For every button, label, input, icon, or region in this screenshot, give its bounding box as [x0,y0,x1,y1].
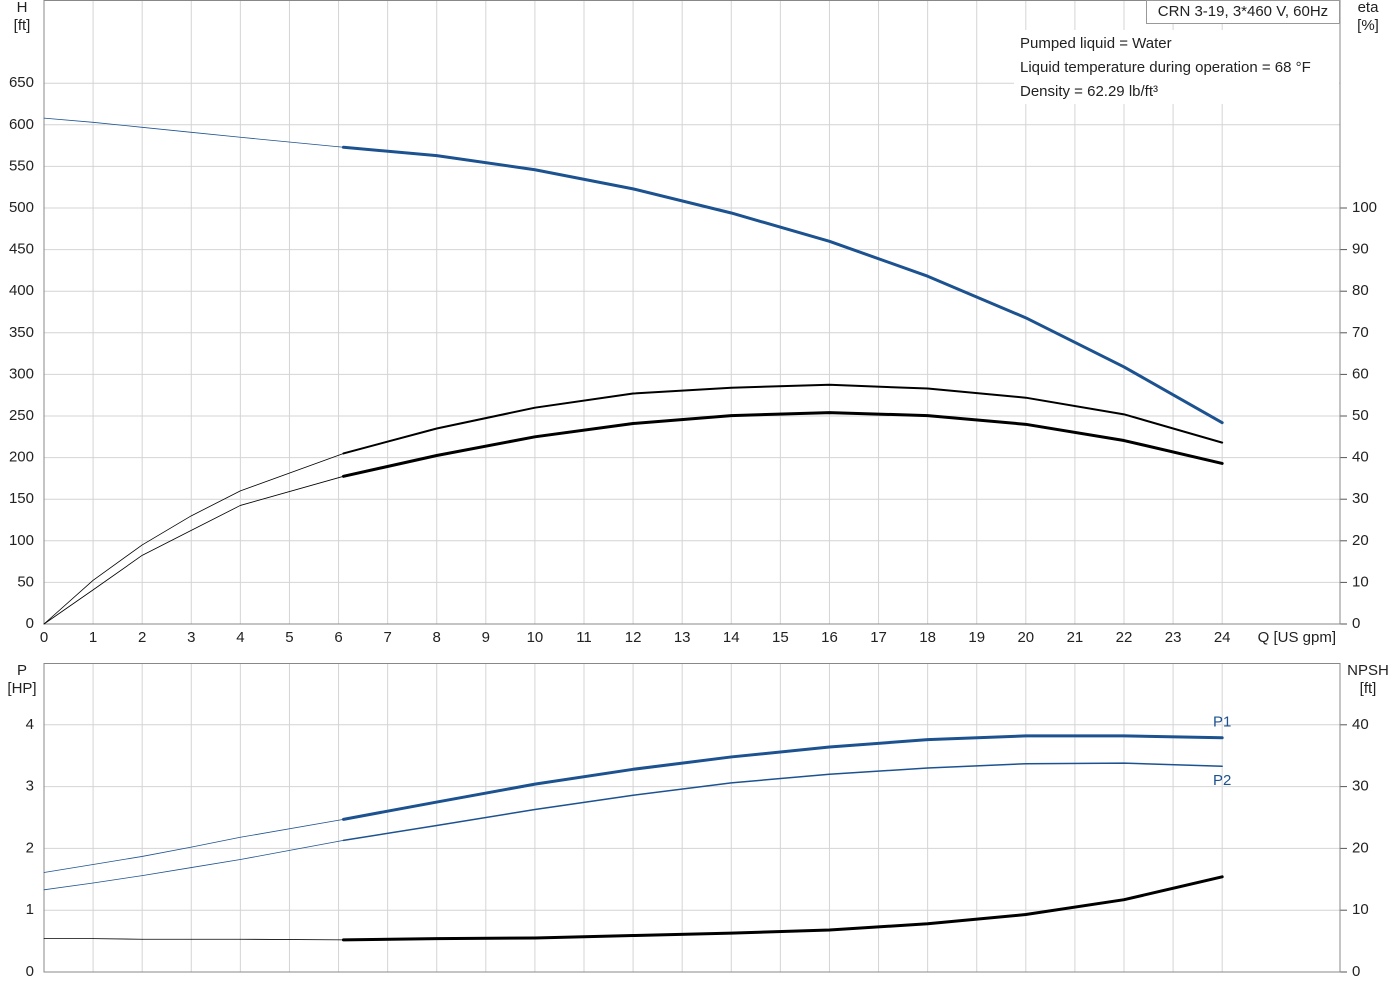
y2-tick-label: 40 [1352,716,1369,733]
x-tick-label: 19 [968,629,985,646]
y-tick-label: 1 [26,901,34,918]
y2-tick-label: 80 [1352,282,1369,299]
y2-tick-label: 20 [1352,839,1369,856]
x-tick-label: 5 [285,629,293,646]
x-tick-label: 12 [625,629,642,646]
annotation: Pumped liquid = Water [1020,35,1172,52]
plot-frame [43,663,1341,973]
y2-tick-label: 50 [1352,407,1369,424]
y-axis-label: [HP] [7,680,36,697]
curve [43,818,344,873]
x-tick-label: 11 [576,629,592,646]
x-tick-label: 4 [236,629,244,646]
curve [342,762,1223,842]
x-tick-label: 24 [1214,629,1231,646]
y2-tick-label: 40 [1352,449,1369,466]
y-tick-label: 2 [26,839,34,856]
x-axis-label: Q [US gpm] [1258,629,1336,646]
x-tick-label: 0 [40,629,48,646]
y-tick-label: 650 [9,74,34,91]
x-tick-label: 14 [723,629,740,646]
y2-axis-label: NPSH [1347,662,1389,679]
title-box [1146,0,1340,24]
curve [43,453,344,625]
x-tick-label: 2 [138,629,146,646]
plot-frame [43,0,1341,625]
y2-tick-label: 60 [1352,365,1369,382]
y-tick-label: 300 [9,365,34,382]
x-tick-label: 6 [334,629,342,646]
y-tick-label: 350 [9,324,34,341]
y-tick-label: 4 [26,716,34,733]
x-tick-label: 22 [1116,629,1133,646]
y2-tick-label: 70 [1352,324,1369,341]
y2-axis-label: eta [1358,0,1380,16]
curve [43,475,344,625]
x-tick-label: 23 [1165,629,1182,646]
y2-tick-label: 0 [1352,615,1360,632]
y2-axis-label: [%] [1357,17,1379,34]
y-axis-label: [ft] [14,17,31,34]
curve [341,145,1224,425]
x-tick-label: 10 [527,629,544,646]
y2-tick-label: 100 [1352,199,1377,216]
y-tick-label: 450 [9,241,34,258]
y-axis-label: P [17,662,27,679]
x-tick-label: 9 [482,629,490,646]
annotation: Density = 62.29 lb/ft³ [1020,83,1158,100]
series-label: P1 [1213,714,1231,731]
y-tick-label: 150 [9,490,34,507]
y-tick-label: 200 [9,449,34,466]
y2-tick-label: 30 [1352,490,1369,507]
annotation-background [1014,30,1339,104]
curve [43,938,344,941]
annotation: Liquid temperature during operation = 68… [1020,59,1311,76]
y-tick-label: 500 [9,199,34,216]
y2-tick-label: 30 [1352,778,1369,795]
y-tick-label: 3 [26,778,34,795]
y-tick-label: 0 [26,963,34,980]
y-axis-label: H [17,0,28,16]
x-tick-label: 15 [772,629,789,646]
y2-tick-label: 0 [1352,963,1360,980]
x-tick-label: 16 [821,629,838,646]
y2-axis-label: [ft] [1360,680,1377,697]
curve [341,411,1224,478]
chart-title: CRN 3-19, 3*460 V, 60Hz [1158,3,1328,20]
y-tick-label: 250 [9,407,34,424]
curve [342,383,1224,455]
y-tick-label: 550 [9,157,34,174]
x-tick-label: 20 [1017,629,1034,646]
x-tick-label: 3 [187,629,195,646]
y-tick-label: 400 [9,282,34,299]
x-tick-label: 18 [919,629,936,646]
x-tick-label: 1 [89,629,97,646]
x-tick-label: 17 [870,629,887,646]
y2-tick-label: 10 [1352,573,1369,590]
y-tick-label: 600 [9,116,34,133]
x-tick-label: 21 [1067,629,1084,646]
curve [341,875,1224,942]
y2-tick-label: 10 [1352,901,1369,918]
y-tick-label: 100 [9,532,34,549]
curve [341,734,1224,821]
x-tick-label: 13 [674,629,691,646]
x-tick-label: 8 [433,629,441,646]
x-tick-label: 7 [383,629,391,646]
y-tick-label: 0 [26,615,34,632]
y2-tick-label: 20 [1352,532,1369,549]
curve [43,117,344,148]
series-label: P2 [1213,772,1231,789]
y2-tick-label: 90 [1352,241,1369,258]
curve [43,839,344,891]
y-tick-label: 50 [17,573,34,590]
